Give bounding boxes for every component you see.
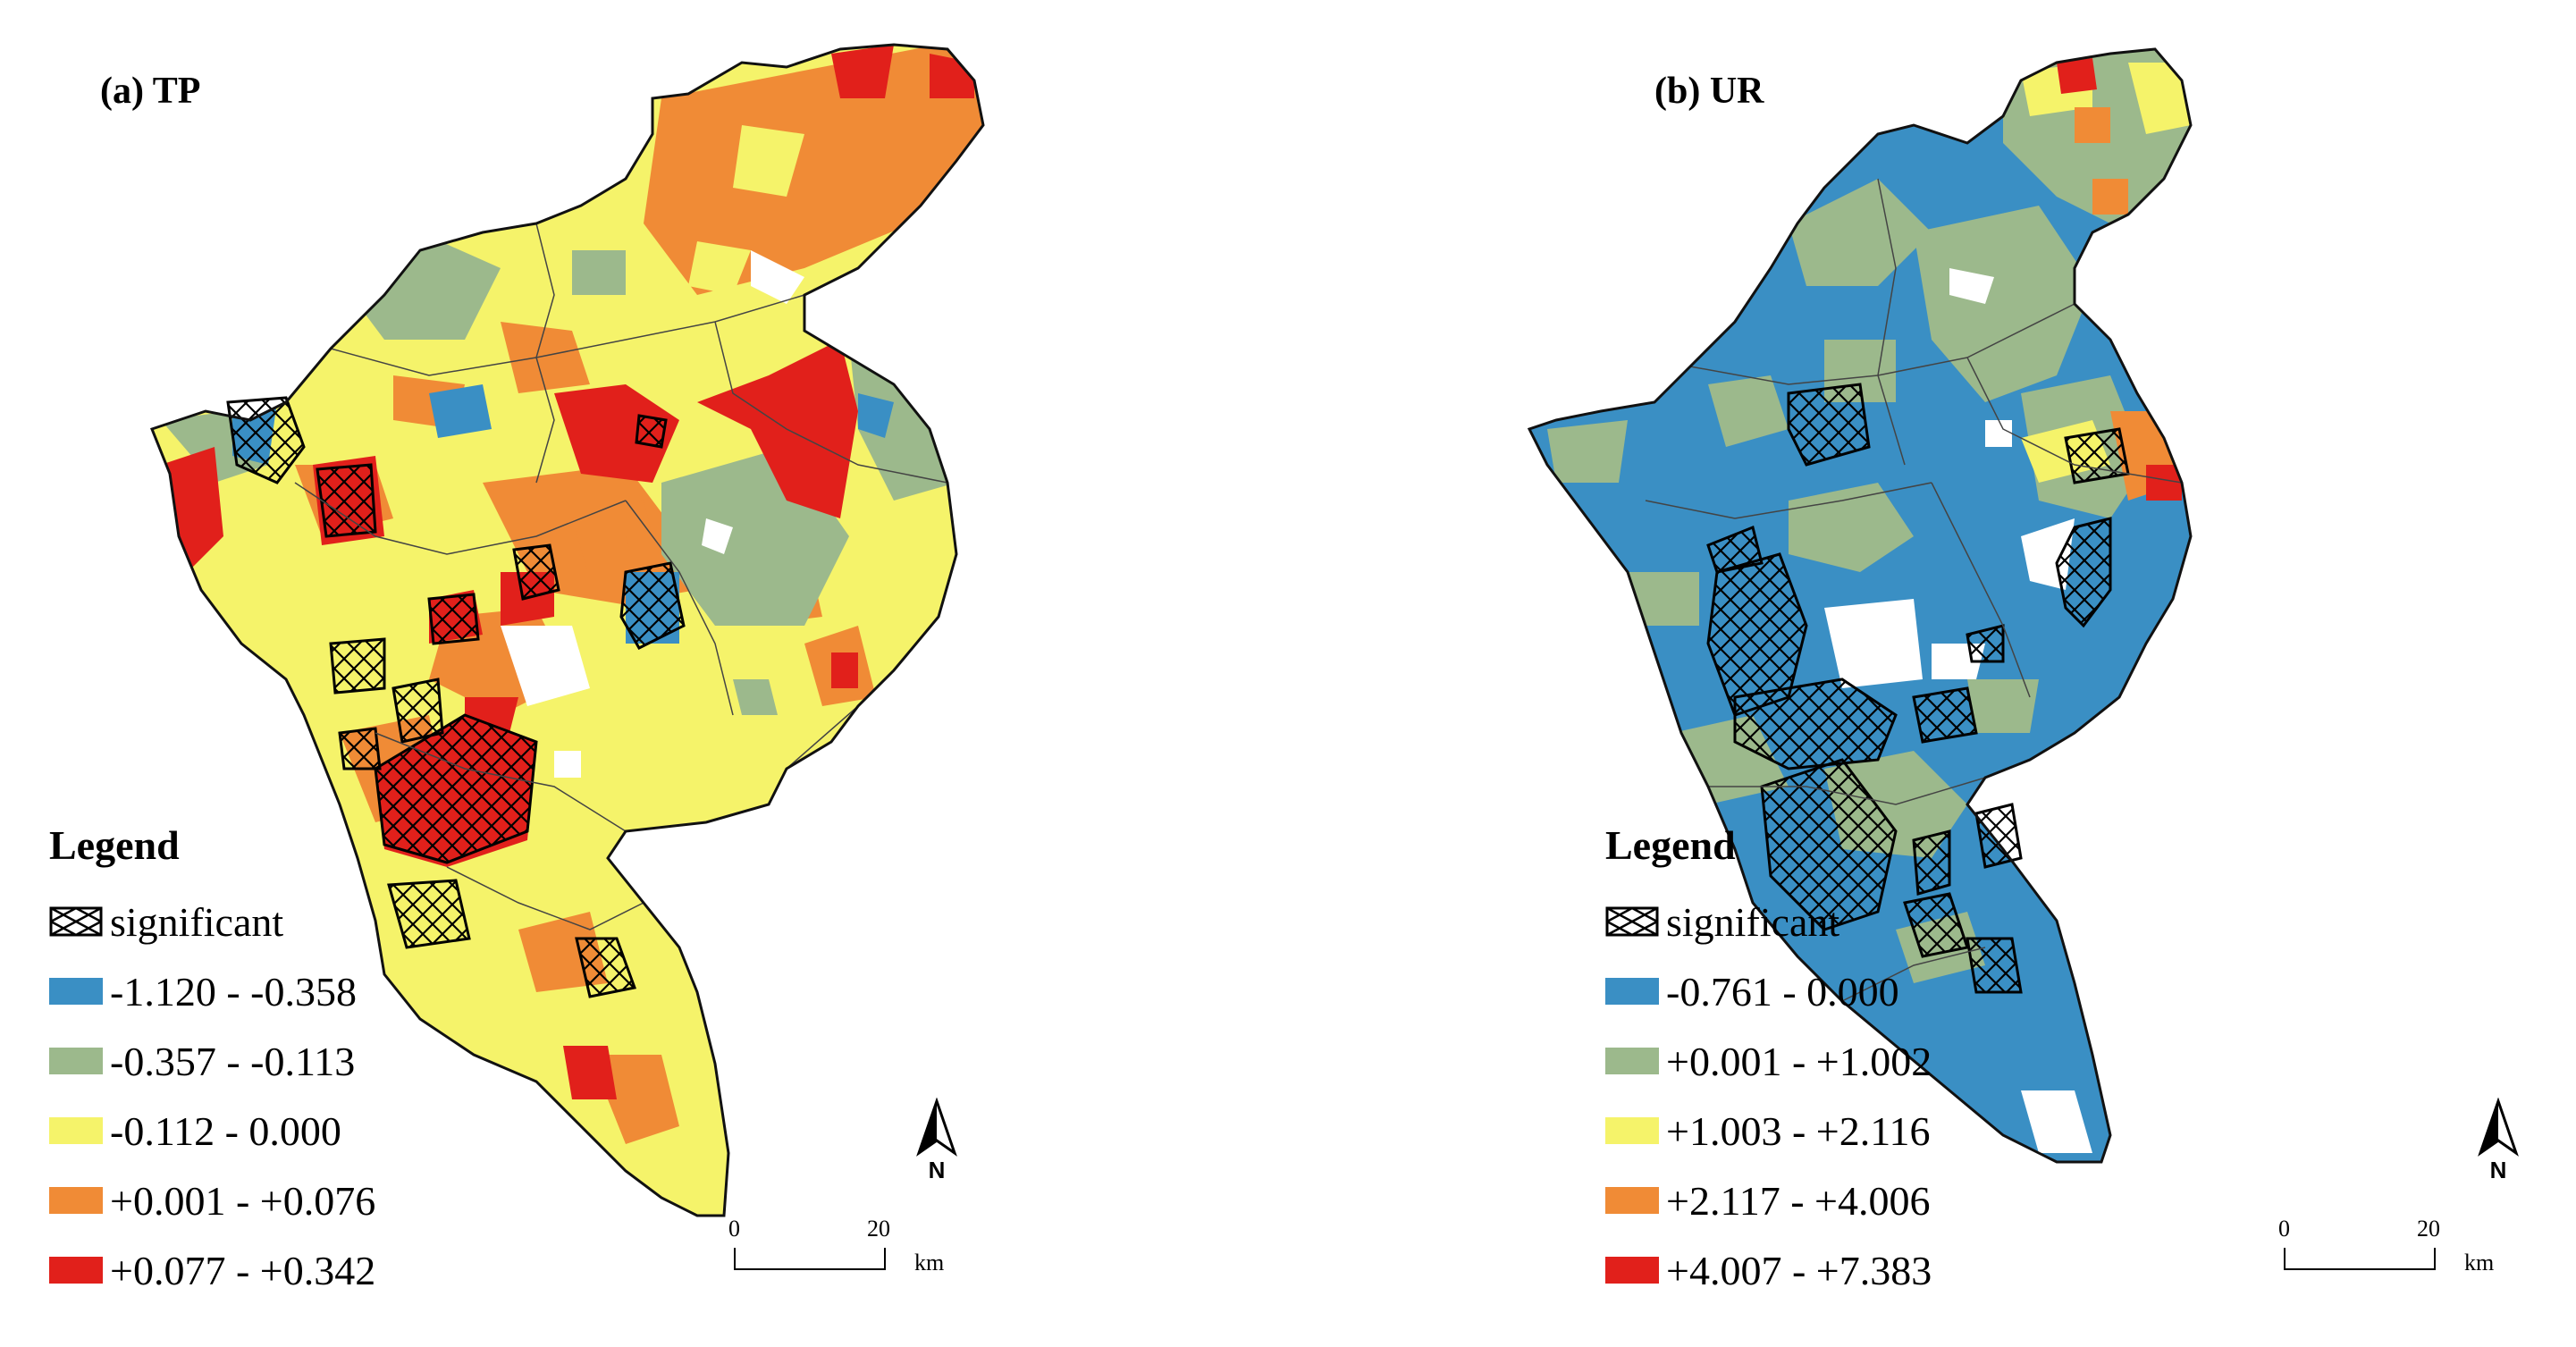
legend-label: -0.761 - 0.000 [1666, 968, 1899, 1014]
legend-label: significant [110, 898, 284, 945]
scale-end: 20 [867, 1216, 890, 1242]
legend-label: -1.120 - -0.358 [110, 968, 357, 1014]
legend-swatch [49, 1257, 103, 1284]
legend-swatch [1605, 978, 1659, 1005]
map-panel-ur: (b) UR Legend significant -0.761 - 0.000… [1288, 0, 2576, 1347]
legend-swatch [1605, 1117, 1659, 1144]
legend-swatch [1605, 1187, 1659, 1214]
legend-item-significant: significant [1605, 887, 1932, 956]
legend-label: +2.117 - +4.006 [1666, 1177, 1931, 1224]
scale-bar: 0 20 km [728, 1216, 961, 1287]
legend-swatch [1605, 1257, 1659, 1284]
significant-hatch-icon [1605, 906, 1659, 937]
significant-areas [226, 396, 686, 998]
scale-start: 0 [728, 1216, 740, 1242]
north-arrow-icon [2478, 1098, 2519, 1157]
legend-label: significant [1666, 898, 1840, 945]
north-label: N [2489, 1157, 2507, 1183]
legend-label: +0.001 - +1.002 [1666, 1038, 1932, 1084]
legend-swatch [49, 1117, 103, 1144]
legend-item: +0.001 - +0.076 [49, 1166, 375, 1235]
legend-item: +0.077 - +0.342 [49, 1235, 375, 1305]
significant-hatch-icon [49, 906, 103, 937]
scale-line [734, 1248, 886, 1270]
legend-item-significant: significant [49, 887, 375, 956]
legend: Legend significant -1.120 - -0.358 -0.35… [49, 821, 375, 1305]
legend-item: +0.001 - +1.002 [1605, 1026, 1932, 1096]
legend-label: -0.112 - 0.000 [110, 1107, 341, 1154]
legend-item: -0.761 - 0.000 [1605, 956, 1932, 1026]
scale-unit: km [914, 1250, 945, 1275]
tp-map [150, 43, 985, 1217]
ur-map [1527, 47, 2193, 1164]
legend-swatch [1605, 1048, 1659, 1074]
legend-item: -0.357 - -0.113 [49, 1026, 375, 1096]
district-boundaries [294, 223, 948, 930]
panel-title: (a) TP [100, 71, 201, 112]
scale-line [2284, 1248, 2436, 1270]
legend-item: -1.120 - -0.358 [49, 956, 375, 1026]
legend-swatch [49, 1187, 103, 1214]
scale-unit: km [2464, 1250, 2495, 1275]
legend-label: +0.077 - +0.342 [110, 1247, 376, 1293]
legend-label: +4.007 - +7.383 [1666, 1247, 1932, 1293]
significant-areas [1706, 383, 2130, 994]
north-arrow-icon [916, 1098, 957, 1157]
legend-label: -0.357 - -0.113 [110, 1038, 356, 1084]
legend-item: +1.003 - +2.116 [1605, 1096, 1932, 1166]
region-outline [150, 43, 985, 1217]
scale-end: 20 [2417, 1216, 2440, 1242]
scale-start: 0 [2278, 1216, 2290, 1242]
legend-item: -0.112 - 0.000 [49, 1096, 375, 1166]
map-panel-tp: (a) TP Legend significant -1.120 - -0.35… [49, 43, 985, 1305]
legend-label: +1.003 - +2.116 [1666, 1107, 1931, 1154]
region-outline [1527, 47, 2193, 1164]
legend-swatch [49, 978, 103, 1005]
panel-title: (b) UR [1654, 71, 1764, 112]
legend-swatch [49, 1048, 103, 1074]
legend-title: Legend [49, 822, 180, 868]
legend-item: +2.117 - +4.006 [1605, 1166, 1932, 1235]
legend: Legend significant -0.761 - 0.000 +0.001… [1605, 821, 1932, 1305]
legend-item: +4.007 - +7.383 [1605, 1235, 1932, 1305]
legend-title: Legend [1605, 822, 1736, 868]
district-boundaries [1645, 178, 2183, 1002]
legend-label: +0.001 - +0.076 [110, 1177, 376, 1224]
scale-bar: 0 20 km [2278, 1216, 2511, 1287]
north-label: N [928, 1157, 946, 1183]
